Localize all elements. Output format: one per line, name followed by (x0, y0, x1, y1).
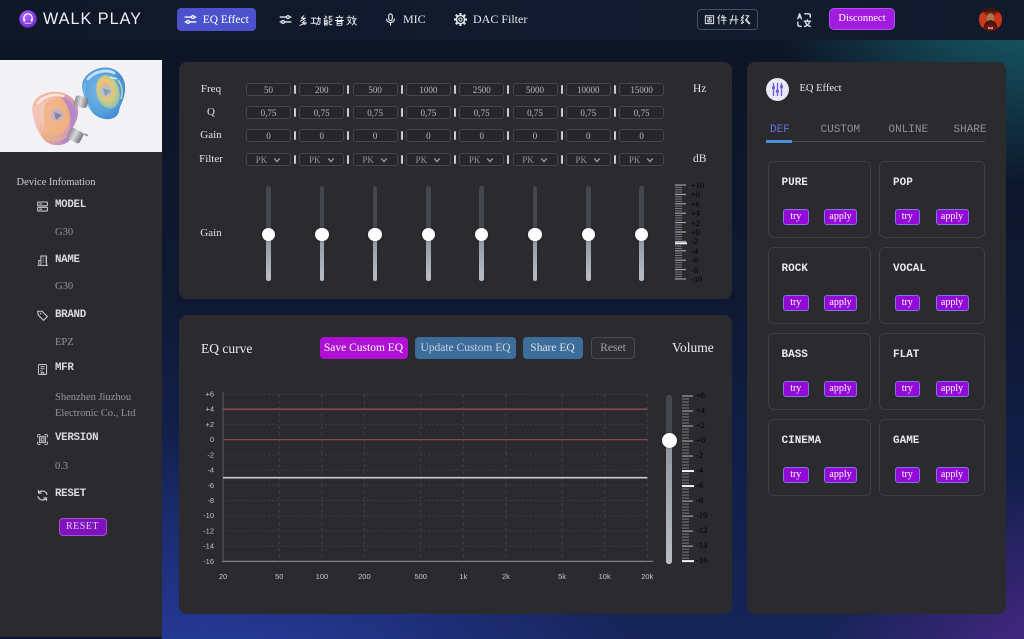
svg-text:-12: -12 (203, 526, 214, 535)
svg-text:+4: +4 (205, 405, 214, 414)
svg-text:20k: 20k (641, 572, 653, 581)
svg-text:0: 0 (210, 435, 214, 444)
svg-text:20: 20 (219, 572, 227, 581)
svg-text:-14: -14 (203, 542, 214, 551)
svg-text:1k: 1k (459, 572, 467, 581)
svg-text:-2: -2 (207, 450, 214, 459)
svg-text:2k: 2k (502, 572, 510, 581)
svg-text:10k: 10k (599, 572, 611, 581)
svg-text:-8: -8 (207, 496, 214, 505)
svg-text:-10: -10 (203, 511, 214, 520)
svg-text:200: 200 (358, 572, 371, 581)
svg-text:+6: +6 (205, 390, 214, 399)
svg-text:100: 100 (316, 572, 329, 581)
svg-text:-6: -6 (207, 481, 214, 490)
svg-text:500: 500 (414, 572, 427, 581)
svg-text:+2: +2 (205, 420, 214, 429)
svg-text:-16: -16 (203, 557, 214, 566)
svg-text:-4: -4 (207, 466, 214, 475)
svg-text:5k: 5k (558, 572, 566, 581)
svg-text:50: 50 (275, 572, 283, 581)
